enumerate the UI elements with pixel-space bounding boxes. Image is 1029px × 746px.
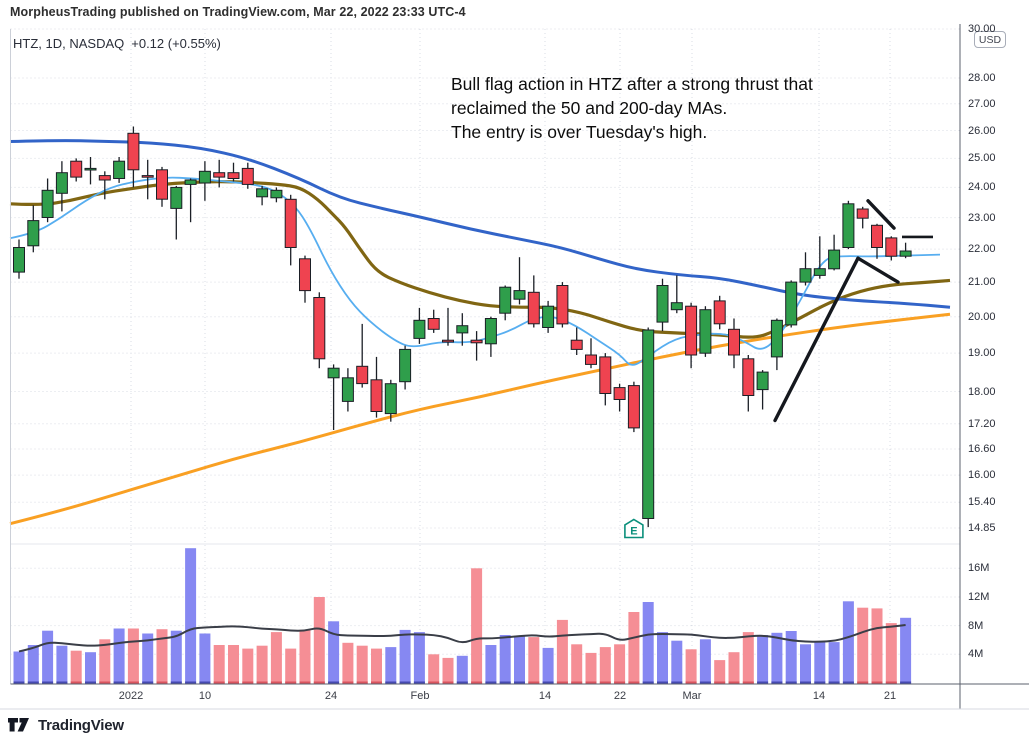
price-axis-label: 25.00 (968, 152, 996, 165)
price-axis-label: 16.00 (968, 469, 996, 482)
price-axis-label: 27.00 (968, 97, 996, 110)
volume-series (13, 548, 912, 684)
time-axis-label: 22 (613, 690, 627, 702)
published-line: MorpheusTrading published on TradingView… (10, 5, 466, 19)
annotation-line: reclaimed the 50 and 200-day MAs. (451, 98, 728, 118)
flag-upper-line[interactable] (866, 199, 896, 230)
annotation-text: Bull flag action in HTZ after a strong t… (451, 72, 871, 144)
time-axis-label: 14 (538, 690, 552, 702)
ma-50-line (9, 180, 951, 339)
price-axis-label: 26.00 (968, 124, 996, 137)
price-axis-label: 19.00 (968, 347, 996, 360)
thrust-trend-line[interactable] (773, 256, 860, 423)
price-axis-label: 22.00 (968, 243, 996, 256)
currency-badge: USD (974, 31, 1006, 48)
svg-text:E: E (630, 526, 637, 538)
time-axis-label: 24 (324, 690, 338, 702)
chart-legend[interactable]: HTZ, 1D, NASDAQ +0.12 (+0.55%) (13, 36, 221, 51)
flag-lower-line[interactable] (856, 256, 900, 284)
earnings-marker-icon[interactable]: E (624, 518, 644, 539)
price-axis-label: 21.00 (968, 276, 996, 289)
time-axis-label: Mar (682, 690, 702, 702)
time-axis-label: 2022 (118, 690, 144, 702)
time-axis-label: 21 (883, 690, 897, 702)
volume-ma-line (18, 624, 906, 653)
price-axis-label: 18.00 (968, 385, 996, 398)
gridlines (10, 28, 960, 684)
price-axis-label: 15.40 (968, 496, 996, 509)
price-axis-label: 30.00 (968, 23, 996, 35)
time-axis-label: 14 (812, 690, 826, 702)
price-axis-label: 24.00 (968, 181, 996, 194)
volume-axis-label: 4M (968, 648, 984, 661)
annotation-line: The entry is over Tuesday's high. (451, 122, 708, 142)
price-axis-label: 20.00 (968, 310, 996, 323)
volume-axis-label: 16M (968, 562, 990, 575)
change-text: +0.12 (+0.55%) (131, 36, 221, 51)
symbol-title: HTZ, 1D, NASDAQ (13, 36, 125, 51)
axis-borders (0, 24, 1029, 710)
ma-200-line (9, 139, 951, 309)
candlestick-series (13, 126, 912, 528)
tradingview-logo-icon (8, 718, 29, 732)
price-axis-label: 23.00 (968, 211, 996, 224)
price-axis-label: 17.20 (968, 417, 996, 430)
tradingview-brand-text: TradingView (38, 716, 124, 734)
volume-axis-label: 12M (968, 591, 990, 603)
footer: TradingView (7, 714, 124, 736)
volume-axis-label: 8M (968, 619, 984, 632)
price-axis-label: 28.00 (968, 72, 996, 84)
long-ma-line (9, 312, 951, 526)
price-axis-label: 16.60 (968, 443, 996, 455)
price-axis-label: 14.85 (968, 522, 996, 534)
time-axis-label: 10 (198, 690, 212, 702)
time-axis-label: Feb (410, 690, 430, 702)
annotation-line: Bull flag action in HTZ after a strong t… (451, 74, 813, 94)
